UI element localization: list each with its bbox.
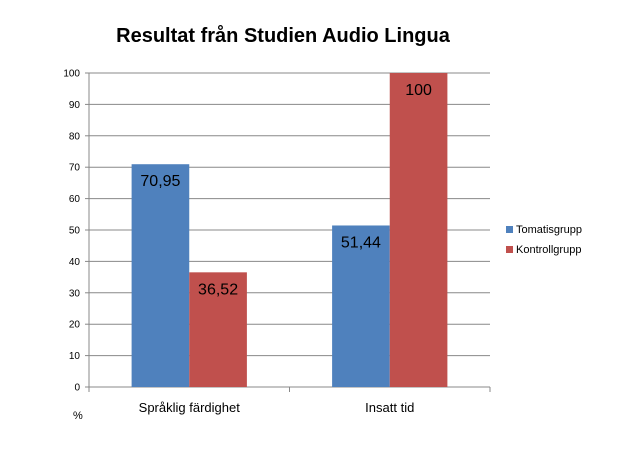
bar	[389, 73, 448, 387]
legend-label: Tomatisgrupp	[516, 224, 582, 236]
y-tick-label: 10	[69, 351, 81, 362]
legend-label: Kontrollgrupp	[516, 244, 581, 256]
unit-label: %	[73, 410, 83, 422]
data-label: 36,52	[198, 281, 238, 298]
y-tick-label: 40	[69, 257, 81, 268]
chart-title: Resultat från Studien Audio Lingua	[116, 24, 451, 47]
y-tick-label: 70	[69, 163, 81, 174]
data-labels: 70,95 36,52 51,44 100	[140, 82, 432, 298]
legend-swatch	[506, 246, 513, 253]
x-axis: Språklig färdighet Insatt tid	[88, 386, 491, 415]
y-tick-label: 100	[63, 69, 80, 80]
x-category-label: Insatt tid	[365, 400, 414, 415]
data-label: 51,44	[341, 234, 381, 251]
bar	[332, 225, 390, 387]
y-tick-label: 90	[69, 100, 81, 111]
legend-swatch	[506, 226, 513, 233]
y-axis: 0 10 20 30 40 50 60 70 80 90 100	[63, 69, 90, 394]
data-label: 70,95	[140, 173, 180, 190]
y-tick-label: 20	[69, 320, 81, 331]
y-tick-label: 30	[69, 288, 81, 299]
y-tick-label: 60	[69, 194, 81, 205]
bars	[131, 73, 448, 387]
data-label: 100	[405, 82, 432, 99]
legend: Tomatisgrupp Kontrollgrupp	[506, 224, 582, 256]
y-tick-label: 80	[69, 131, 81, 142]
y-tick-label: 0	[74, 383, 80, 394]
bar	[131, 164, 190, 387]
bar	[189, 272, 247, 387]
x-category-label: Språklig färdighet	[139, 400, 241, 415]
y-tick-label: 50	[69, 226, 81, 237]
